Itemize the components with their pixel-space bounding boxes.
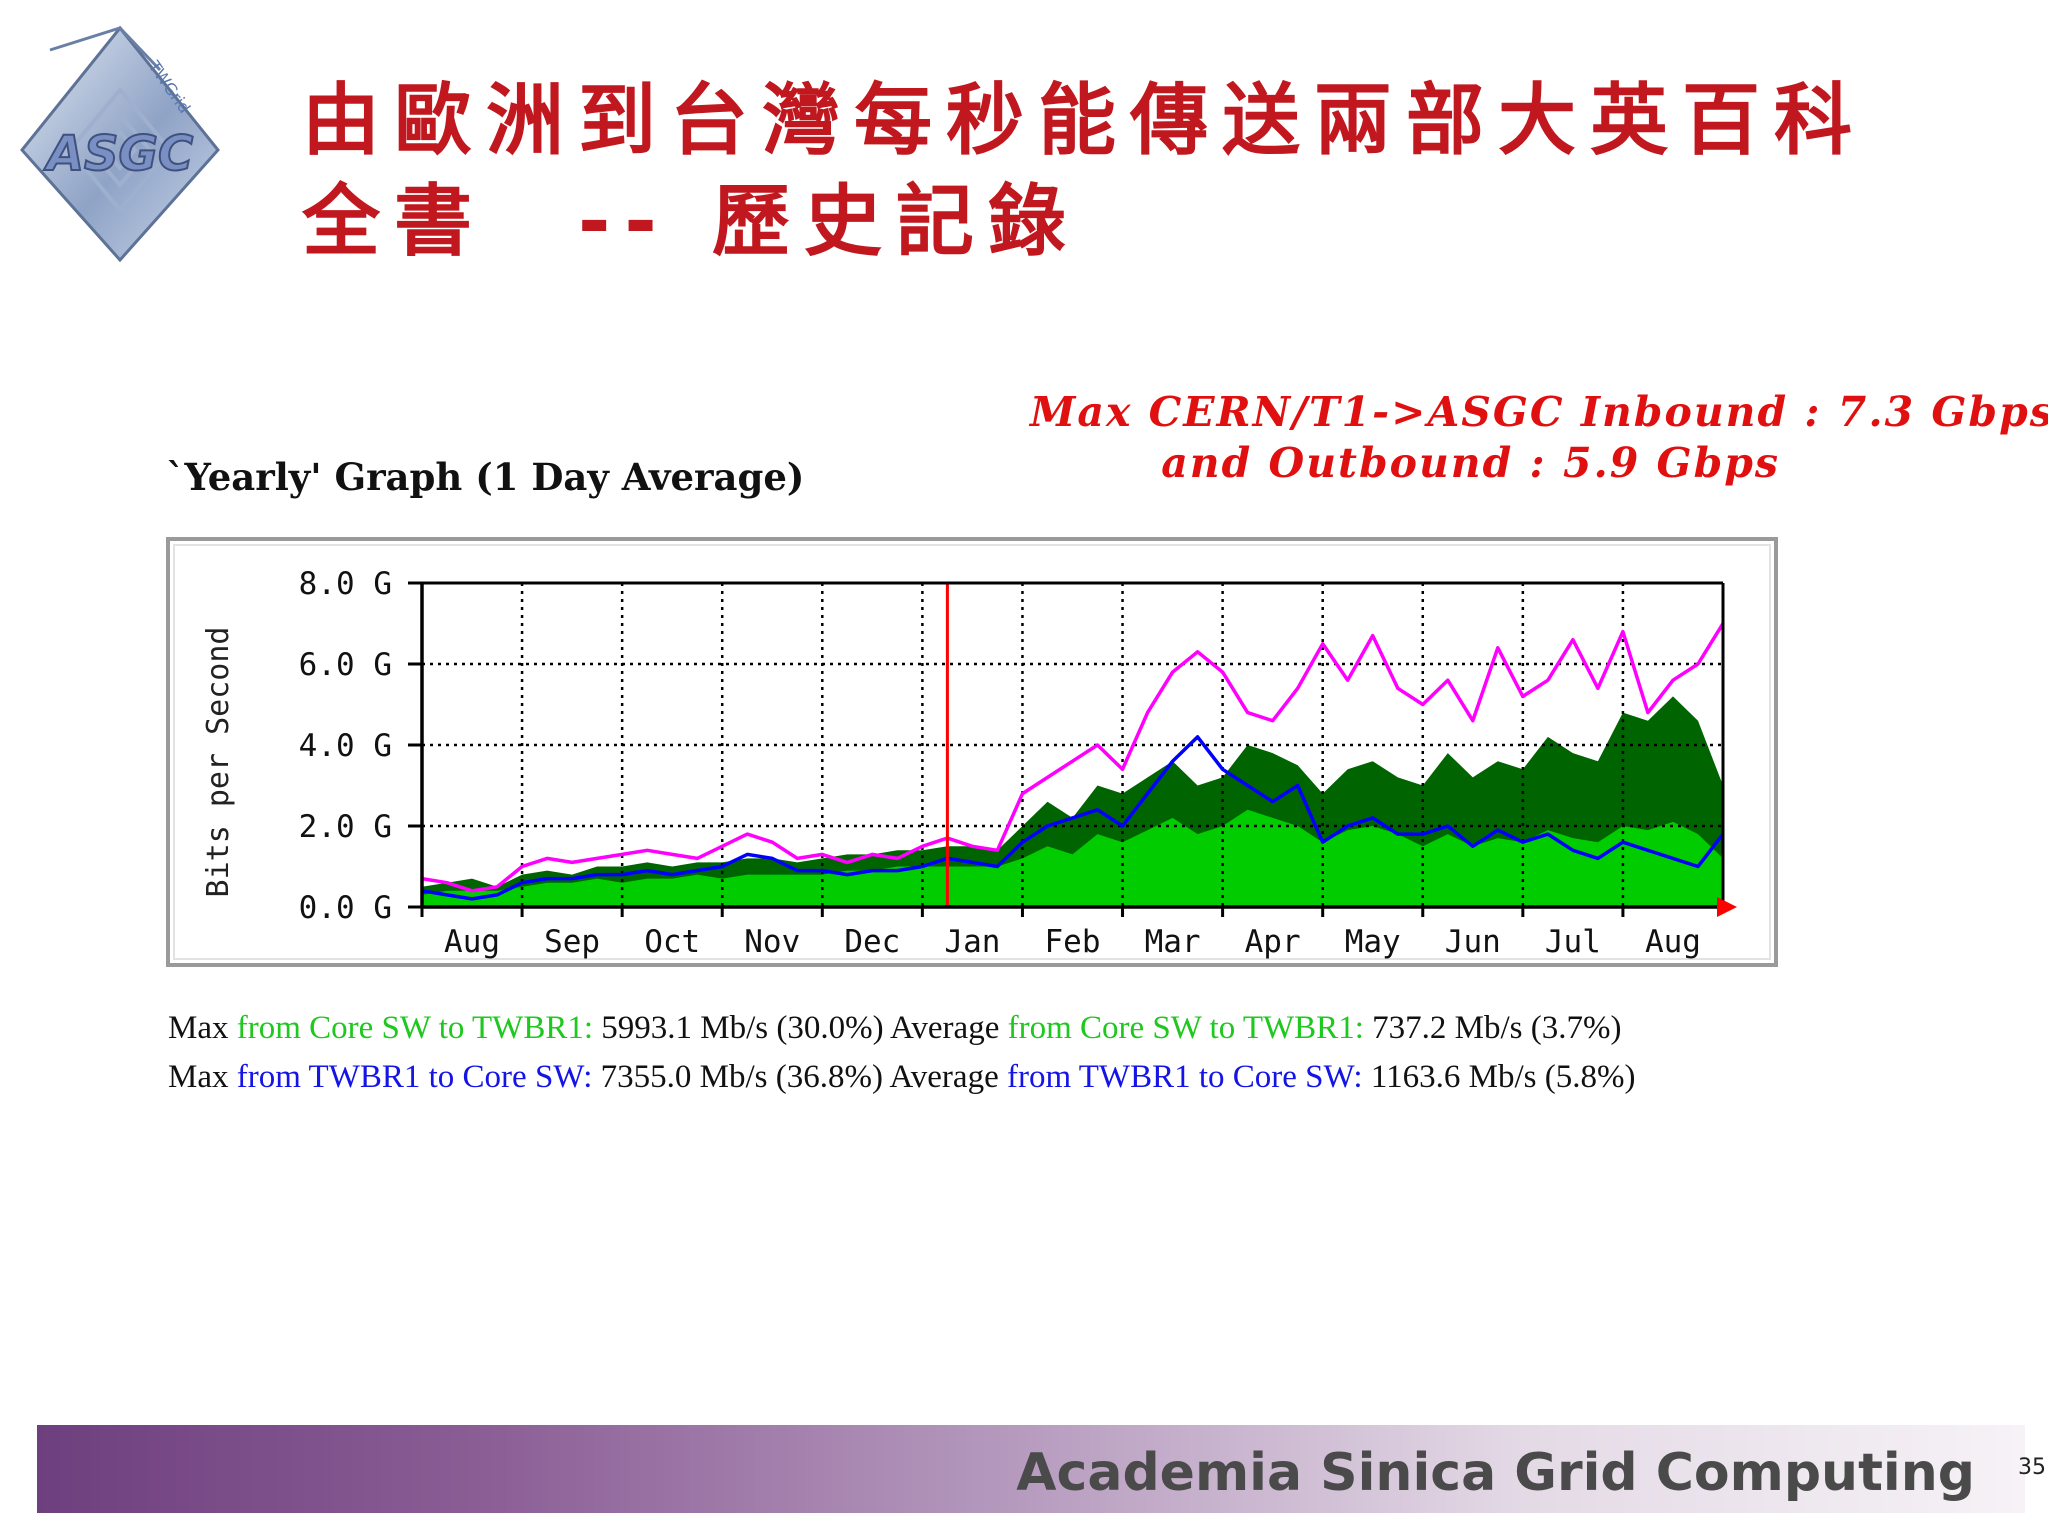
series-line-avg_out [421,735,1725,901]
x-tick-label: Oct [644,924,700,960]
x-tick-label: Jun [1445,924,1501,960]
plot-area: 0.0 G 2.0 G 4.0 G 6.0 G 8.0 G Aug Sep Oct Nov Dec… [299,566,1737,960]
y-tick-label: 2.0 G [299,809,392,845]
stats-avg-value: 737.2 Mb/s (3.7%) [1372,1010,1622,1046]
yearly-traffic-chart: Bits per Second 0.0 G 2.0 G 4.0 G 6.0 G 8.0 … [166,537,1778,967]
slide-title-line-1: 由歐洲到台灣每秒能傳送兩部大英百科 [302,76,1867,166]
stats-max-series-name: from TWBR1 to Core SW: [236,1059,593,1095]
logo-diamond [20,25,220,263]
stats-avg-label: Average [890,1010,1000,1046]
x-tick-label: Nov [744,924,800,960]
stats-avg-series-name: from Core SW to TWBR1: [1007,1010,1364,1046]
y-axis-label: Bits per Second [201,627,236,898]
x-tick-label: Feb [1045,924,1101,960]
stats-max-value: 5993.1 Mb/s (30.0%) [601,1010,884,1046]
stats-avg-value: 1163.6 Mb/s (5.8%) [1370,1059,1636,1095]
x-tick-label: Aug [444,924,500,960]
logo-maze-pattern [67,86,173,214]
graph-heading: `Yearly' Graph (1 Day Average) [166,455,805,499]
x-tick-label: Apr [1245,924,1301,960]
stats-max-series-name: from Core SW to TWBR1: [236,1010,594,1046]
x-tick-label: May [1345,924,1401,960]
asgc-logo: TWGrid ASGC [20,25,220,263]
page-number: 35 [2018,1455,2046,1480]
y-tick-label: 8.0 G [299,566,392,602]
x-tick-label: Aug [1645,924,1701,960]
x-tick-label: Dec [844,924,900,960]
x-tick-label: Jul [1545,924,1601,960]
stats-avg-series-name: from TWBR1 to Core SW: [1006,1059,1363,1095]
stats-avg-label: Average [889,1059,999,1095]
stats-max-label: Max [168,1010,229,1046]
max-throughput-annotation-line-2: and Outbound : 5.9 Gbps [1161,439,1780,487]
footer-organization-name: Academia Sinica Grid Computing [1016,1443,1975,1503]
x-tick-label: Jan [944,924,1000,960]
x-tick-label: Mar [1145,924,1201,960]
x-tick-label: Sep [544,924,600,960]
stats-row-outbound: Max from TWBR1 to Core SW: 7355.0 Mb/s (… [168,1061,1635,1094]
y-tick-label: 6.0 G [299,647,392,683]
max-throughput-annotation-line-1: Max CERN/T1->ASGC Inbound : 7.3 Gbps, [1030,388,2048,436]
logo-main-text: ASGC [43,126,193,182]
stats-max-value: 7355.0 Mb/s (36.8%) [600,1059,883,1095]
stats-max-label: Max [168,1059,229,1095]
y-tick-label: 4.0 G [299,728,392,764]
slide-title-line-2: 全書 -- 歷史記錄 [302,177,1080,267]
x-axis-arrow [1717,897,1737,917]
footer-band: Academia Sinica Grid Computing [37,1425,2025,1513]
series-line-max_out [421,622,1725,893]
y-tick-label: 0.0 G [299,890,392,926]
stats-row-inbound: Max from Core SW to TWBR1: 5993.1 Mb/s (… [168,1012,1621,1045]
